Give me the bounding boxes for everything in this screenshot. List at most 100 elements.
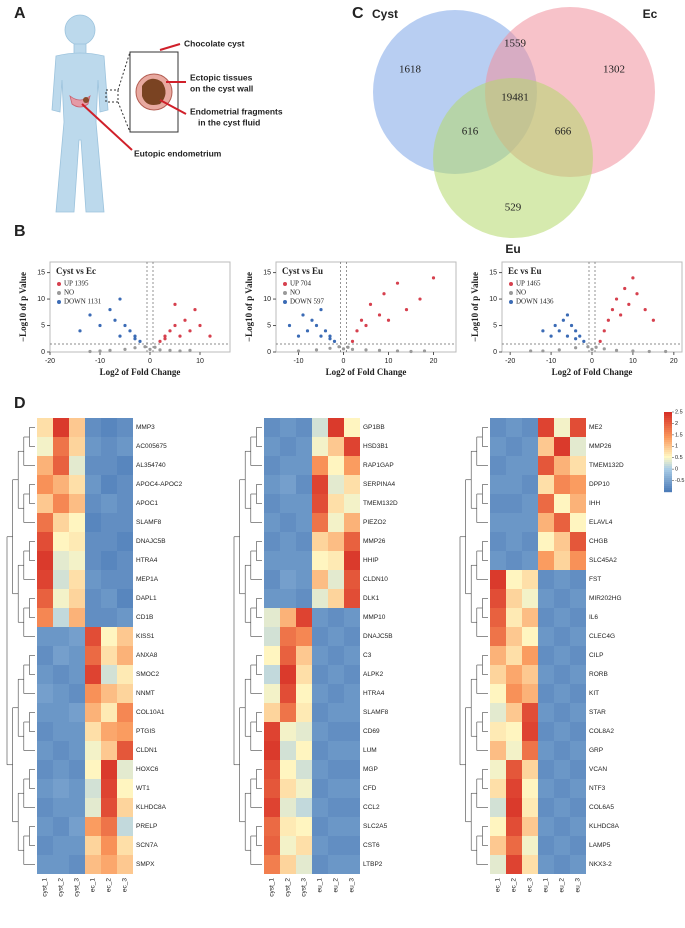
colorbar-label: 0.5 (675, 455, 683, 461)
point (647, 349, 651, 354)
heat-cell (506, 817, 522, 836)
row-label: AL354740 (136, 462, 166, 469)
point (188, 329, 192, 333)
heat-cell (101, 532, 117, 551)
heat-cell (344, 855, 360, 874)
heat-cell (53, 570, 69, 589)
heat-cell (280, 855, 296, 874)
point (133, 337, 137, 341)
heat-cell (53, 646, 69, 665)
region-count: 19481 (501, 92, 529, 104)
heat-cell (101, 494, 117, 513)
colorbar-step (664, 424, 672, 427)
heat-cell (344, 570, 360, 589)
point (598, 339, 602, 344)
column-label: eu_1 (317, 878, 324, 893)
heat-cell (280, 418, 296, 437)
heat-cell (554, 836, 570, 855)
heat-cell (85, 855, 101, 874)
row-label: DLK1 (363, 595, 380, 602)
row-label: SLAMF8 (363, 709, 389, 716)
heat-cell (570, 494, 586, 513)
heat-cell (69, 817, 85, 836)
colorbar-step (664, 442, 672, 445)
point (173, 323, 177, 328)
heat-cell (344, 627, 360, 646)
heat-cell (490, 608, 506, 627)
heat-cell (101, 798, 117, 817)
heat-cell (328, 665, 344, 684)
row-label: APOC4-APOC2 (136, 481, 183, 488)
colorbar-step (664, 468, 672, 471)
heat-cell (570, 760, 586, 779)
heat-cell (101, 703, 117, 722)
heat-cell (280, 684, 296, 703)
heat-cell (328, 551, 344, 570)
row-label: RAP1GAP (363, 462, 394, 469)
point (619, 313, 623, 317)
heat-cell (37, 494, 53, 513)
heat-cell (490, 456, 506, 475)
heat-cell (117, 760, 133, 779)
point (422, 349, 427, 353)
heat-cell (69, 760, 85, 779)
row-label: HSD3B1 (363, 443, 389, 450)
heat-cell (554, 855, 570, 874)
point (158, 348, 162, 352)
heat-cell (117, 646, 133, 665)
point (301, 313, 305, 317)
heat-cell (101, 418, 117, 437)
y-tick-label: 0 (493, 349, 497, 356)
heat-cell (101, 475, 117, 494)
heat-cell (53, 703, 69, 722)
heat-cell (522, 779, 538, 798)
legend-swatch (509, 282, 513, 286)
heat-cell (344, 456, 360, 475)
legend-swatch (283, 282, 287, 286)
heat-cell (117, 627, 133, 646)
heat-cell (344, 418, 360, 437)
heat-cell (280, 532, 296, 551)
row-label: LTBP2 (363, 861, 383, 868)
heat-cell (280, 703, 296, 722)
heat-cell (506, 855, 522, 874)
chart-title: Ec vs Eu (508, 266, 542, 276)
y-tick-label: 5 (493, 322, 497, 329)
heat-cell (506, 532, 522, 551)
heat-cell (344, 779, 360, 798)
heat-cell (101, 608, 117, 627)
heat-cell (101, 627, 117, 646)
colorbar-label: 1.5 (675, 432, 683, 438)
heat-cell (506, 646, 522, 665)
point (574, 329, 578, 333)
annotation: on the cyst wall (190, 83, 253, 93)
heat-cell (53, 513, 69, 532)
heat-cell (117, 779, 133, 798)
heat-cell (101, 646, 117, 665)
row-label: COL10A1 (136, 709, 165, 716)
colorbar-step (664, 436, 672, 439)
heat-cell (264, 456, 280, 475)
point (319, 308, 323, 312)
point (541, 329, 545, 333)
point (173, 302, 177, 306)
annotation: Chocolate cyst (184, 38, 245, 48)
row-label: CLEC4G (589, 633, 615, 640)
heat-cell (554, 703, 570, 722)
point (377, 313, 382, 317)
heat-cell (264, 532, 280, 551)
heat-cell (570, 665, 586, 684)
point (350, 347, 355, 351)
heat-cell (570, 703, 586, 722)
heat-cell (296, 836, 312, 855)
column-label: cyst_3 (301, 878, 308, 897)
x-tick-label: 0 (342, 358, 346, 365)
heat-cell (328, 646, 344, 665)
point (350, 339, 355, 344)
point (183, 318, 187, 322)
colorbar-step (664, 444, 672, 447)
heat-cell (53, 475, 69, 494)
heat-cell (296, 665, 312, 684)
heat-cell (538, 570, 554, 589)
heat-cell (490, 646, 506, 665)
